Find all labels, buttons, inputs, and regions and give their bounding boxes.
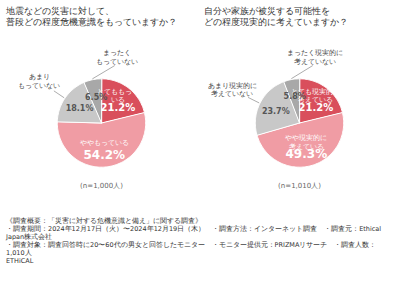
svg-text:ややもっている: ややもっている <box>80 139 129 147</box>
svg-text:あまり現実的に考えていない: あまり現実的に考えていない <box>208 82 257 98</box>
svg-text:まったく現実的に考えていない: まったく現実的に考えていない <box>287 49 343 65</box>
svg-text:6.5%: 6.5% <box>85 93 107 102</box>
svg-text:5.8%: 5.8% <box>284 92 306 101</box>
svg-text:21.2%: 21.2% <box>101 102 136 113</box>
svg-text:あまりもっていない: あまりもっていない <box>18 73 60 89</box>
svg-text:(n=1,000人): (n=1,000人) <box>80 182 123 190</box>
svg-text:49.3%: 49.3% <box>286 147 328 161</box>
svg-text:21.2%: 21.2% <box>299 102 334 113</box>
svg-text:23.7%: 23.7% <box>262 107 290 116</box>
svg-text:18.1%: 18.1% <box>66 104 94 113</box>
svg-text:まったくもっていない: まったくもっていない <box>96 49 138 65</box>
svg-text:(n=1,010人): (n=1,010人) <box>278 182 321 190</box>
svg-text:54.2%: 54.2% <box>84 148 126 162</box>
